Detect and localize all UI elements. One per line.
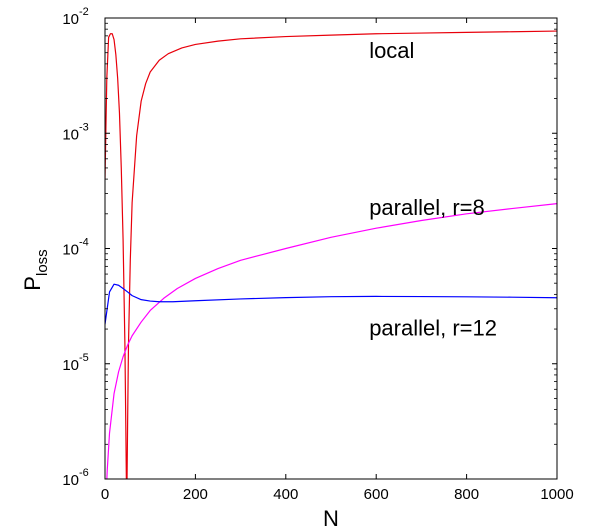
x-tick-label: 200 <box>183 486 208 503</box>
series-line-parallel-r-12 <box>105 283 557 325</box>
y-axis-title-main: P <box>20 276 45 291</box>
x-tick-label: 600 <box>364 486 389 503</box>
y-tick-exponent: -5 <box>79 352 89 364</box>
series-line-local <box>105 30 557 479</box>
y-tick-label: 10 <box>62 472 79 489</box>
y-tick-label: 10 <box>62 11 79 28</box>
y-axis-title-subscript: loss <box>34 249 51 276</box>
annotation-local: local <box>369 38 414 63</box>
series-line-parallel-r-8 <box>106 203 557 479</box>
annotation-parallel-r-8: parallel, r=8 <box>369 195 485 220</box>
annotation-layer: local parallel, r=8 parallel, r=12 <box>369 38 497 341</box>
x-tick-label: 800 <box>454 486 479 503</box>
annotation-parallel-r-12: parallel, r=12 <box>369 316 497 341</box>
y-tick-label: 10 <box>62 357 79 374</box>
y-tick-exponent: -4 <box>79 237 89 249</box>
x-axis-title: N <box>323 506 339 531</box>
x-tick-label: 0 <box>101 486 109 503</box>
y-tick-label: 10 <box>62 126 79 143</box>
y-tick-exponent: -6 <box>79 467 89 479</box>
x-tick-label: 1000 <box>540 486 573 503</box>
y-tick-exponent: -3 <box>79 121 89 133</box>
series-layer <box>105 30 557 479</box>
plot-background <box>105 18 557 479</box>
y-tick-label: 10 <box>62 242 79 259</box>
y-tick-exponent: -2 <box>79 6 89 18</box>
x-tick-label: 400 <box>273 486 298 503</box>
y-axis-title: Ploss <box>20 249 51 290</box>
